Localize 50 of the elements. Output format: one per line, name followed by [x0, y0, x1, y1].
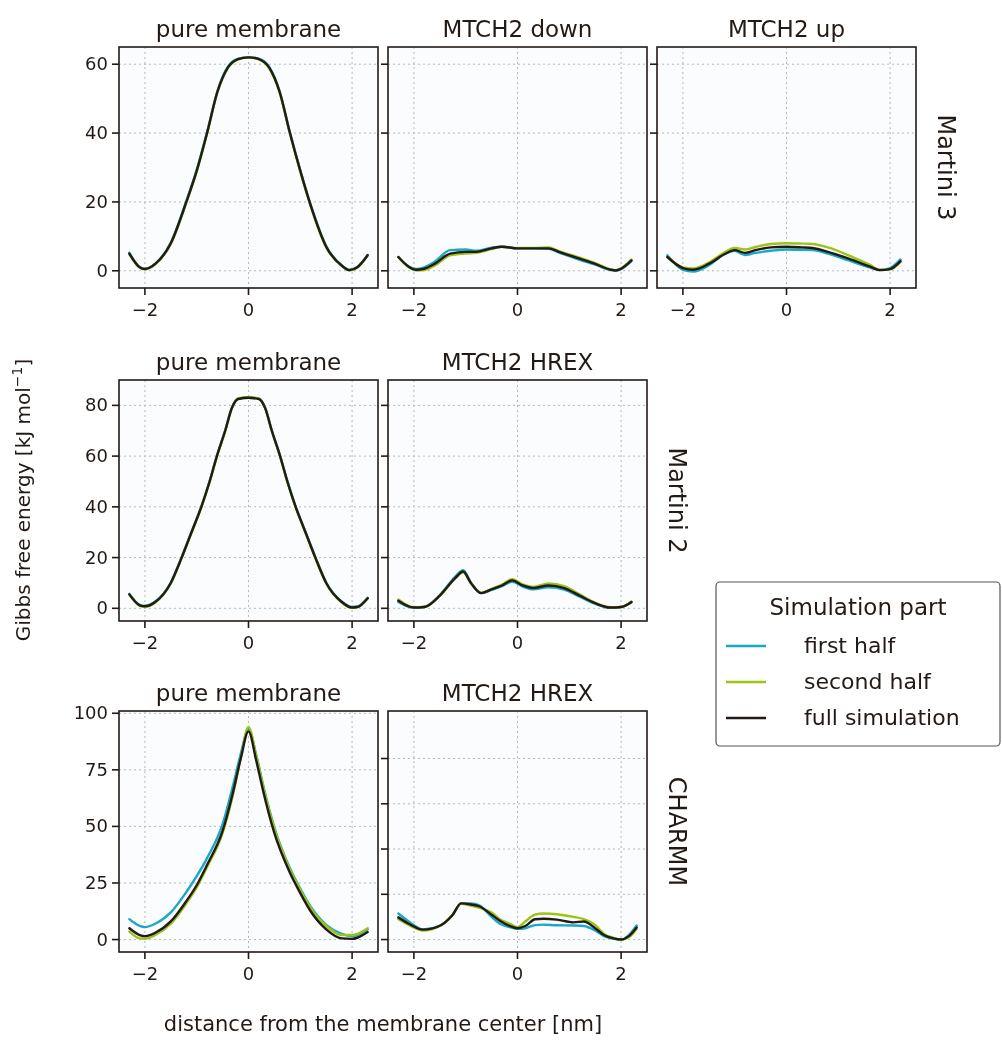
x-tick-label: −2 — [131, 299, 159, 320]
y-tick-label: 50 — [85, 815, 108, 837]
x-tick-label: −2 — [131, 963, 159, 984]
y-tick-label: 80 — [85, 394, 108, 416]
x-tick-label: 2 — [615, 632, 627, 653]
y-tick-label: 0 — [96, 597, 108, 619]
y-tick-label: 0 — [96, 259, 108, 281]
legend-label: first half — [804, 633, 897, 658]
y-tick-label: 40 — [85, 495, 108, 517]
text: CHARMM — [663, 776, 691, 887]
text: Martini 3 — [932, 114, 960, 221]
chart-title: pure membrane — [155, 16, 342, 42]
x-tick-label: 0 — [242, 299, 255, 320]
x-tick-label: −2 — [131, 632, 159, 653]
text: Martini 2 — [663, 447, 691, 554]
y-tick-label: 100 — [73, 702, 108, 724]
chart-title: MTCH2 HREX — [441, 349, 594, 375]
x-tick-label: 2 — [615, 299, 627, 320]
x-tick-label: 2 — [346, 632, 358, 653]
y-tick-label: 0 — [96, 928, 108, 950]
x-tick-label: 2 — [346, 963, 358, 984]
x-tick-label: 0 — [780, 299, 793, 320]
x-tick-label: −2 — [400, 299, 428, 320]
x-axis-title: distance from the membrane center [nm] — [163, 1012, 603, 1036]
y-tick-label: 40 — [85, 122, 108, 144]
x-tick-label: 2 — [346, 299, 358, 320]
x-tick-label: −2 — [400, 963, 428, 984]
x-tick-label: 0 — [242, 963, 255, 984]
x-tick-label: −2 — [669, 299, 697, 320]
chart-title: MTCH2 up — [727, 16, 846, 42]
x-tick-label: 2 — [884, 299, 896, 320]
y-tick-label: 25 — [85, 871, 108, 893]
chart-title: pure membrane — [155, 349, 342, 375]
y-tick-label: 60 — [85, 53, 108, 75]
legend-title: Simulation part — [769, 594, 947, 620]
legend-label: full simulation — [804, 705, 960, 730]
y-tick-label: 20 — [85, 546, 108, 568]
x-tick-label: −2 — [400, 632, 428, 653]
x-tick-label: 0 — [242, 632, 255, 653]
chart-title: MTCH2 HREX — [441, 680, 594, 706]
x-tick-label: 0 — [511, 632, 524, 653]
x-tick-label: 2 — [615, 963, 627, 984]
y-tick-label: 75 — [85, 758, 108, 780]
y-tick-label: 20 — [85, 190, 108, 212]
x-tick-label: 0 — [511, 963, 524, 984]
chart-title: MTCH2 down — [442, 16, 593, 42]
legend-label: second half — [804, 669, 932, 694]
chart-title: pure membrane — [155, 680, 342, 706]
x-tick-label: 0 — [511, 299, 524, 320]
y-tick-label: 60 — [85, 445, 108, 467]
